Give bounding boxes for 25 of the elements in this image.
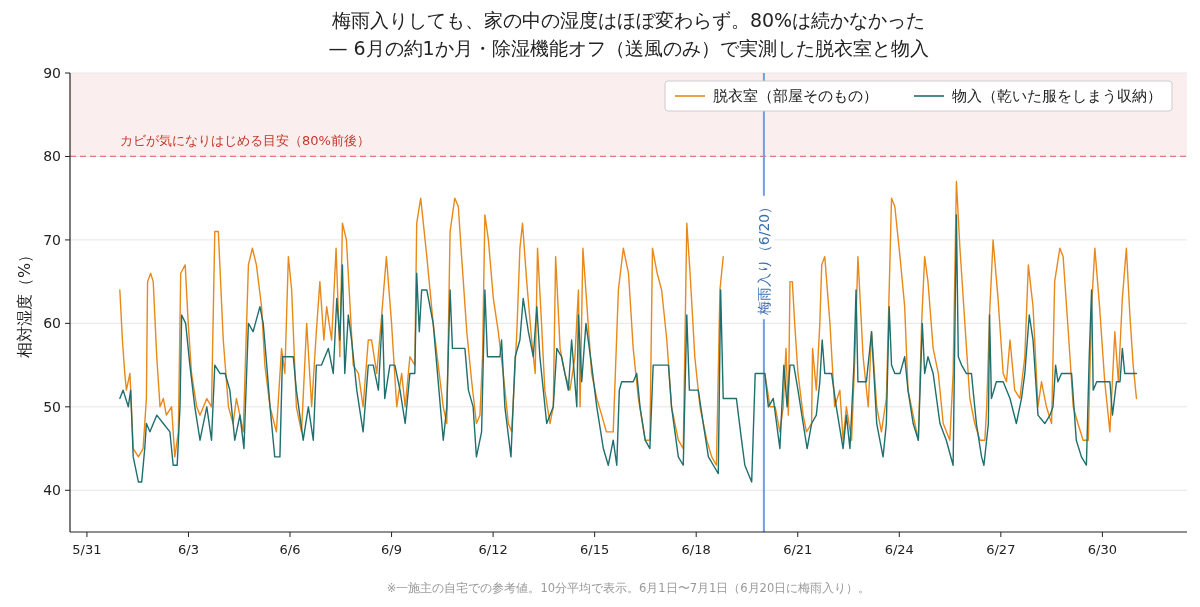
chart-title: 梅雨入りしても、家の中の湿度はほぼ変わらず。80%は続かなかった	[330, 9, 926, 31]
text: ※一施主の自宅での参考値。10分平均で表示。6月1日〜7月1日（6月20日に梅雨入り）。	[386, 581, 871, 595]
y-tick-label: 90	[43, 65, 61, 81]
x-tick-label: 6/27	[986, 542, 1016, 557]
y-tick-label: 80	[43, 148, 61, 165]
legend-label: 物入（乾いた服をしまう収納）	[952, 88, 1162, 104]
x-tick-label: 6/21	[783, 542, 813, 557]
x-tick-label: 6/6	[279, 542, 301, 557]
x-tick-label: 6/30	[1087, 542, 1117, 557]
legend-label: 脱衣室（部屋そのもの）	[713, 88, 878, 104]
ref-line-label: カビが気になりはじめる目安（80%前後）	[120, 133, 370, 149]
x-tick-label: 6/12	[478, 542, 508, 557]
x-tick-label: 6/3	[178, 542, 199, 557]
y-tick-label: 50	[43, 398, 61, 415]
x-tick-label: 6/18	[681, 542, 711, 557]
chart-subtitle: — 6月の約1か月・除湿機能オフ（送風のみ）で実測した脱衣室と物入	[328, 37, 929, 59]
ref-line-label: 梅雨入り（6/20）	[755, 199, 772, 317]
x-tick-label: 6/24	[884, 542, 914, 557]
x-tick-label: 5/31	[72, 542, 102, 557]
x-tick-label: 6/15	[580, 542, 610, 557]
y-tick-label: 40	[43, 482, 61, 499]
y-axis-title: 相対湿度（%）	[14, 246, 34, 359]
x-tick-label: 6/9	[381, 542, 403, 557]
y-tick-label: 70	[43, 231, 61, 248]
y-tick-label: 60	[43, 315, 61, 332]
